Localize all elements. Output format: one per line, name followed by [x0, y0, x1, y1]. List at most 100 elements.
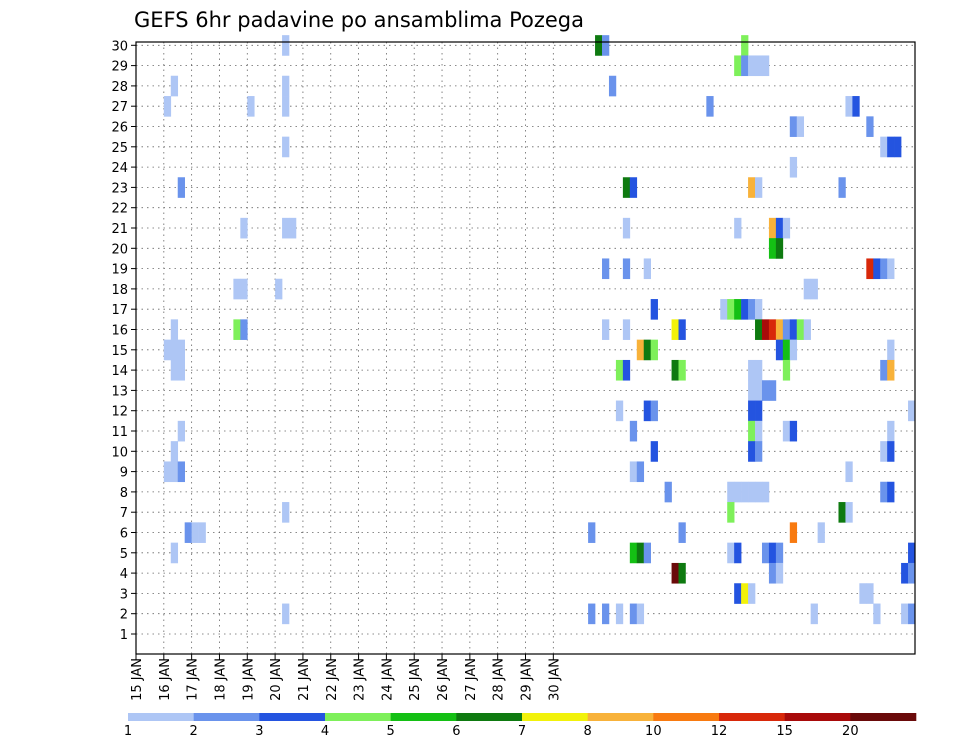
heatmap-cell [741, 299, 749, 320]
heatmap-cell [761, 481, 770, 503]
y-tick-label: 8 [120, 486, 128, 501]
legend-swatch [653, 713, 720, 721]
x-tick-label: 25 JAN [408, 658, 423, 701]
y-tick-label: 9 [120, 466, 128, 481]
heatmap-cell [810, 603, 818, 625]
x-tick-label: 27 JAN [464, 658, 479, 701]
y-tick-label: 23 [111, 181, 128, 196]
y-tick-label: 24 [111, 161, 128, 176]
heatmap-cell [240, 319, 248, 340]
heatmap-cell [755, 481, 763, 503]
heatmap-cell [755, 380, 763, 401]
heatmap-cell [643, 542, 651, 564]
heatmap-cell [775, 562, 784, 584]
heatmap-cell [768, 217, 777, 239]
heatmap-cell [170, 319, 179, 340]
y-tick-label: 11 [111, 425, 128, 440]
heatmap-cell [282, 502, 290, 523]
heatmap-cell [629, 461, 638, 483]
heatmap-cell [761, 380, 770, 401]
legend-label: 1 [124, 724, 132, 739]
heatmap-cell [887, 258, 895, 280]
heatmap-cell [643, 258, 651, 280]
heatmap-cell [588, 603, 596, 625]
heatmap-cell [741, 583, 749, 604]
heatmap-cell [880, 359, 888, 381]
legend-swatch [784, 713, 851, 721]
y-tick-label: 1 [120, 628, 128, 643]
y-tick-label: 12 [111, 405, 128, 420]
heatmap-cell [775, 339, 784, 361]
heatmap-cell [622, 359, 631, 381]
heatmap-cell [880, 441, 888, 462]
heatmap-cell [588, 522, 596, 543]
heatmap-cell [720, 299, 728, 320]
heatmap-cell [636, 461, 645, 483]
heatmap-cell [748, 299, 756, 320]
heatmap-cell [734, 583, 742, 604]
y-tick-label: 6 [120, 527, 128, 542]
heatmap-cell [755, 441, 763, 462]
heatmap-cell [636, 603, 645, 625]
heatmap-cell [170, 441, 179, 462]
y-tick-label: 10 [111, 445, 128, 460]
legend-swatch [325, 713, 391, 721]
heatmap-cell [845, 461, 853, 483]
heatmap-cell [748, 380, 756, 401]
heatmap-cell [748, 400, 756, 422]
heatmap-cell [734, 217, 742, 239]
heatmap-cell [282, 217, 290, 239]
heatmap-cell [650, 441, 658, 462]
legend-label: 15 [776, 724, 793, 739]
heatmap-cell [727, 481, 735, 503]
heatmap-cell [170, 359, 179, 381]
heatmap-cell [163, 461, 172, 483]
heatmap-cell [748, 55, 756, 77]
heatmap-cell [803, 319, 811, 340]
heatmap-cell [727, 542, 735, 564]
heatmap-cell [768, 562, 777, 584]
x-tick-label: 20 JAN [269, 658, 284, 701]
heatmap-cell [595, 35, 603, 56]
heatmap-cell [789, 156, 798, 178]
y-tick-label: 3 [120, 587, 128, 602]
heatmap-cell [908, 542, 916, 564]
heatmap-cell [782, 217, 791, 239]
heatmap-cell [859, 583, 867, 604]
y-tick-label: 22 [111, 202, 128, 217]
heatmap-cell [908, 562, 916, 584]
x-axis-ticks: 15 JAN 16 JAN 17 JAN 18 JAN 19 JAN 20 JAN 21 J… [130, 654, 562, 701]
legend-swatch [587, 713, 654, 721]
chart-title: GEFS 6hr padavine po ansamblima Pozega [134, 8, 584, 32]
heatmap-cell [184, 522, 192, 543]
legend-swatch [193, 713, 260, 721]
legend-swatch [719, 713, 785, 721]
heatmap-cell [734, 55, 742, 77]
x-tick-label: 26 JAN [436, 658, 451, 701]
heatmap-cell [755, 420, 763, 442]
heatmap-cell [880, 136, 888, 158]
heatmap-cell [741, 55, 749, 77]
heatmap-cell [282, 136, 290, 158]
heatmap-cell [748, 177, 756, 198]
heatmap-cell [782, 339, 791, 361]
heatmap-cell [838, 177, 846, 198]
heatmap-cell [887, 420, 895, 442]
heatmap-cell [650, 339, 658, 361]
heatmap-cell [908, 400, 916, 422]
heatmap-cell [608, 75, 617, 97]
heatmap-cell [887, 359, 895, 381]
heatmap-cell [789, 522, 798, 543]
heatmap-cell [755, 359, 763, 381]
heatmap-cell [908, 603, 916, 625]
heatmap-cell [803, 278, 811, 300]
heatmap-cell [734, 481, 742, 503]
heatmap-cell [810, 278, 818, 300]
heatmap-cell [796, 319, 805, 340]
heatmap-cell [789, 116, 798, 137]
heatmap-cell [240, 278, 248, 300]
heatmap-cell [629, 420, 638, 442]
heatmap-cell [880, 481, 888, 503]
heatmap-cell [901, 603, 909, 625]
